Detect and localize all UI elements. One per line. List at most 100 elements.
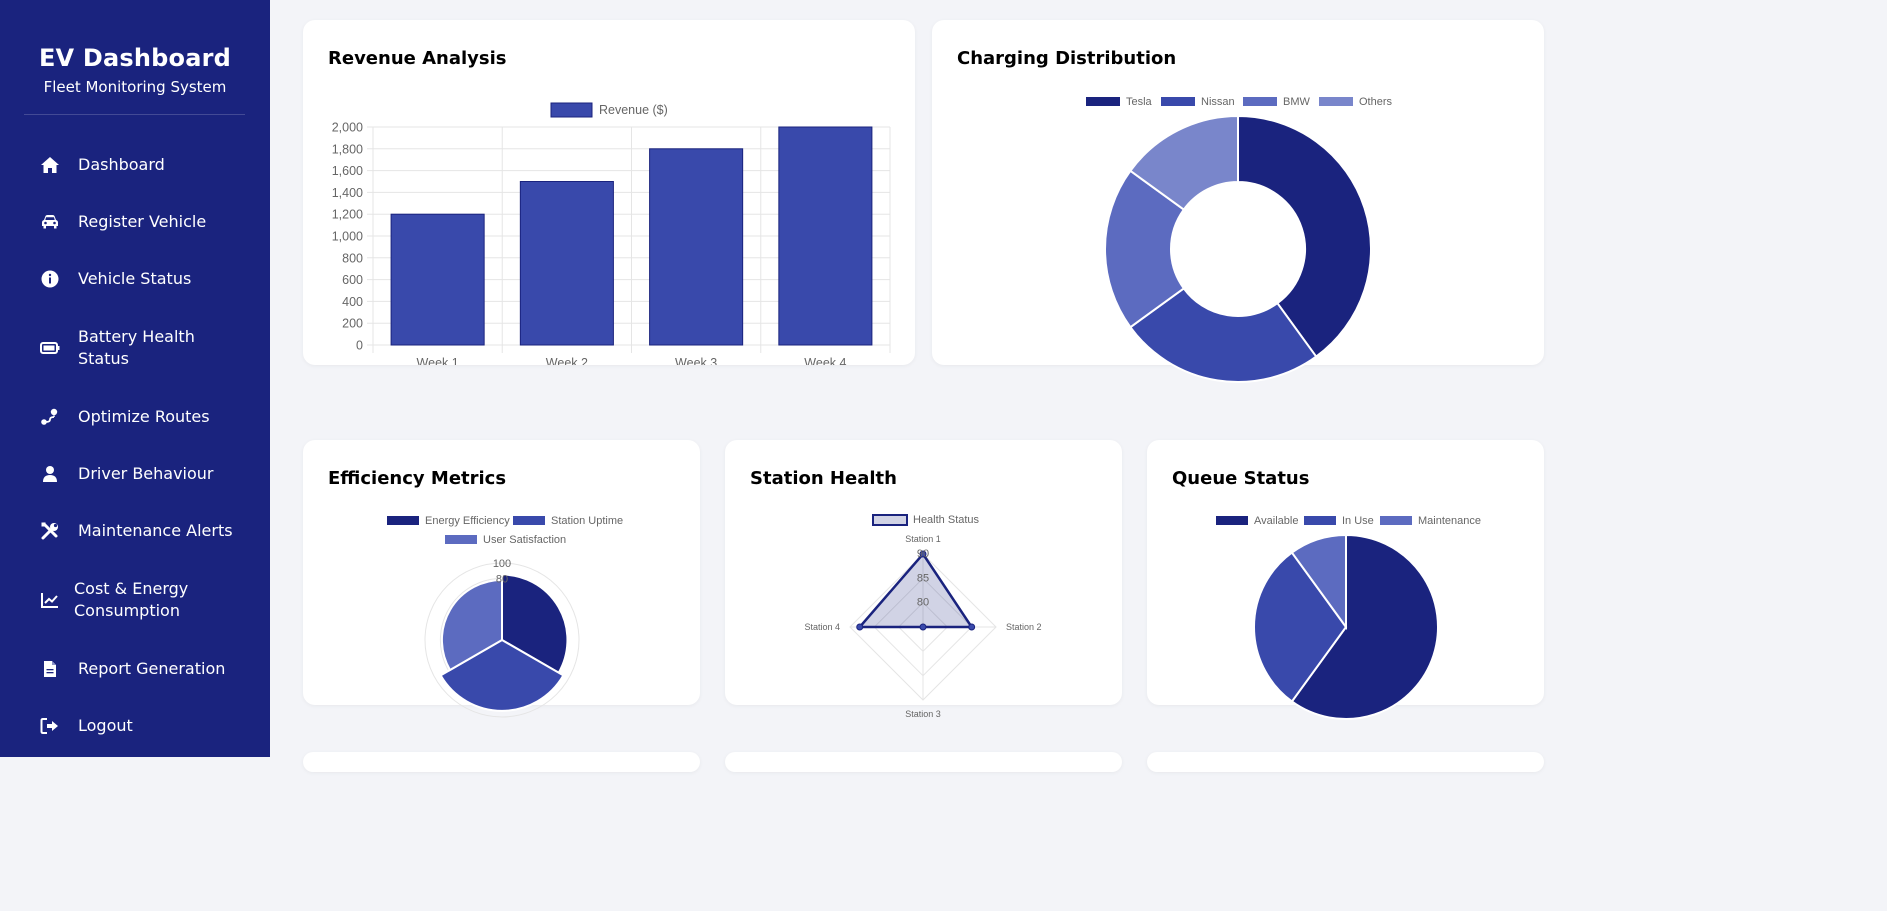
card-title: Revenue Analysis (328, 48, 507, 69)
queue-pie-chart: Available In Use Maintenance (1216, 515, 1481, 720)
legend-swatch (1319, 97, 1353, 106)
sidebar-item-label: Logout (78, 716, 133, 735)
station-radar-chart: Health Status Station 1 Station 2 Station 3… (804, 514, 1042, 719)
sidebar-item-logout[interactable]: Logout (0, 715, 270, 737)
y-tick-label: 0 (356, 339, 363, 353)
sidebar-item-label: Driver Behaviour (78, 464, 214, 483)
radar-point-3 (919, 623, 927, 631)
sidebar-item-maintenance-alerts[interactable]: Maintenance Alerts (0, 520, 270, 542)
sidebar-item-optimize-routes[interactable]: Optimize Routes (0, 406, 270, 428)
legend-swatch (513, 516, 545, 525)
sidebar-item-label: Battery Health Status (78, 327, 195, 368)
slice-nissan (1129, 286, 1318, 383)
legend-swatch (1086, 97, 1120, 106)
tools-icon (40, 521, 60, 541)
sidebar-item-dashboard[interactable]: Dashboard (0, 154, 270, 176)
slice-in-use (1253, 551, 1348, 703)
x-tick-label: Week 1 (417, 356, 459, 365)
y-tick-label: 2,000 (332, 121, 363, 135)
battery-icon (40, 338, 60, 358)
r-tick-label: 80 (496, 573, 508, 585)
r-tick-label: 80 (917, 597, 929, 609)
sidebar-item-register-vehicle[interactable]: Register Vehicle (0, 211, 270, 233)
sidebar-item-cost-energy[interactable]: Cost & Energy Consumption (0, 578, 270, 622)
sidebar-item-label: Cost & Energy Consumption (74, 579, 189, 620)
bar-week-2 (519, 181, 614, 346)
radar-point-2 (968, 623, 976, 631)
brand: EV Dashboard Fleet Monitoring System (0, 0, 270, 96)
polar-segment-user-satisfaction (440, 578, 503, 672)
sidebar-item-report-generation[interactable]: Report Generation (0, 658, 270, 680)
sidebar-divider (24, 114, 245, 115)
y-tick-label: 1,800 (332, 142, 363, 156)
slice-maintenance (1290, 533, 1347, 631)
legend-swatch (1216, 516, 1248, 525)
bottom-card-1 (303, 752, 700, 772)
legend-swatch (872, 514, 908, 526)
legend-swatch (1161, 97, 1195, 106)
queue-card: Queue Status Available In Use Maintenance (1147, 440, 1544, 720)
x-tick-label: Week 3 (675, 356, 717, 365)
sidebar-item-label: Maintenance Alerts (78, 521, 233, 540)
legend-swatch (1380, 516, 1412, 525)
bottom-card-3 (1147, 752, 1544, 772)
sidebar-item-label: Optimize Routes (78, 407, 210, 426)
radar-label: Station 3 (905, 709, 941, 719)
legend-label: Nissan (1201, 96, 1235, 108)
r-tick-label: 100 (493, 558, 511, 570)
sidebar-item-label: Report Generation (78, 659, 226, 678)
legend-label: Available (1254, 515, 1298, 527)
polar-segment-station-uptime (439, 638, 565, 712)
app-subtitle: Fleet Monitoring System (43, 78, 227, 96)
charging-card: Charging Distribution Tesla Nissan BMW Othe… (932, 20, 1544, 383)
sidebar-item-driver-behaviour[interactable]: Driver Behaviour (0, 463, 270, 485)
legend-label: Health Status (913, 514, 980, 526)
station-card: Station Health Health Status Station 1 Sta… (725, 440, 1122, 719)
x-tick-label: Week 4 (804, 356, 846, 365)
y-tick-label: 600 (342, 273, 363, 287)
app-title: EV Dashboard (38, 44, 232, 72)
user-icon (40, 464, 60, 484)
sidebar: EV Dashboard Fleet Monitoring System Das… (0, 0, 270, 757)
legend-swatch (1304, 516, 1336, 525)
polar-segment-energy-efficiency (501, 573, 569, 675)
radar-label: Station 4 (804, 622, 840, 632)
card-title: Efficiency Metrics (328, 468, 507, 489)
radar-label: Station 2 (1006, 622, 1042, 632)
sidebar-item-label: Dashboard (78, 155, 165, 174)
r-tick-label: 85 (917, 572, 929, 584)
radar-point-4 (856, 623, 864, 631)
y-tick-label: 1,400 (332, 186, 363, 200)
slice-available (1290, 533, 1439, 720)
y-tick-label: 1,600 (332, 164, 363, 178)
sidebar-item-battery-health[interactable]: Battery Health Status (0, 326, 270, 370)
legend-label: Revenue ($) (599, 103, 668, 117)
radar-label: Station 1 (905, 534, 941, 544)
car-icon (40, 212, 60, 232)
r-tick-label: 90 (917, 548, 929, 560)
y-tick-label: 200 (342, 317, 363, 331)
legend-label: BMW (1283, 96, 1311, 108)
legend-label: Maintenance (1418, 515, 1481, 527)
route-icon (40, 407, 60, 427)
revenue-card: Revenue Analysis Revenue ($) 0 200 400 600 80… (303, 20, 915, 365)
chart-line-icon (40, 590, 60, 610)
charging-doughnut-chart: Tesla Nissan BMW Others (1086, 96, 1393, 383)
sidebar-item-vehicle-status[interactable]: Vehicle Status (0, 268, 270, 290)
file-icon (40, 659, 60, 679)
radar-area (856, 551, 975, 629)
radar-point-1 (919, 550, 927, 558)
bar-week-4 (778, 126, 873, 346)
y-tick-label: 800 (342, 251, 363, 265)
legend-label: Tesla (1126, 96, 1153, 108)
legend-label: In Use (1342, 515, 1374, 527)
y-tick-label: 1,200 (332, 208, 363, 222)
slice-tesla (1237, 114, 1372, 358)
legend-swatch (550, 102, 593, 118)
legend-label: Energy Efficiency (425, 515, 510, 527)
logout-icon (40, 716, 60, 736)
card-title: Queue Status (1172, 468, 1310, 489)
card-title: Charging Distribution (957, 48, 1177, 69)
x-tick-label: Week 2 (546, 356, 588, 365)
bar-week-3 (649, 148, 744, 346)
